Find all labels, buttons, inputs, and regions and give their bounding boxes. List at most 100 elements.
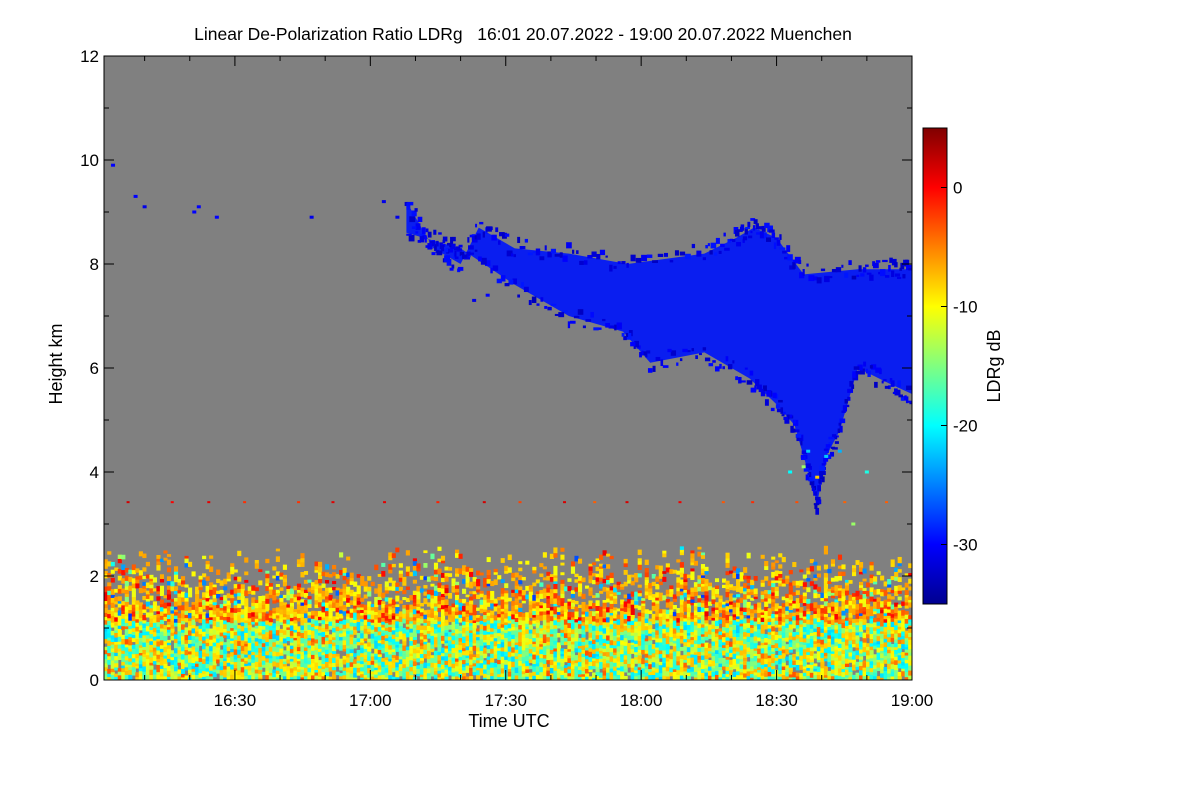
aerosol-pixel [244, 632, 249, 637]
aerosol-pixel [648, 644, 653, 651]
aerosol-pixel [191, 674, 196, 680]
aerosol-pixel [159, 590, 165, 597]
aerosol-pixel [184, 629, 189, 635]
aerosol-pixel [177, 654, 182, 659]
aerosol-pixel [479, 629, 484, 635]
aerosol-pixel [627, 672, 632, 676]
aerosol-pixel [644, 618, 649, 624]
aerosol-pixel [535, 622, 540, 628]
aerosol-pixel [757, 669, 762, 673]
aerosol-pixel [230, 627, 235, 631]
aerosol-pixel [690, 657, 695, 663]
aerosol-pixel [697, 667, 702, 672]
aerosol-pixel [335, 612, 340, 618]
aerosol-pixel [198, 601, 203, 607]
aerosol-pixel [553, 637, 558, 641]
aerosol-pixel [739, 572, 744, 577]
aerosol-pixel [209, 584, 214, 590]
aerosol-pixel [433, 633, 439, 638]
aerosol-pixel [546, 614, 551, 619]
aerosol-pixel [286, 604, 291, 608]
aerosol-pixel [714, 662, 720, 666]
aerosol-pixel [669, 671, 674, 677]
aerosol-pixel [483, 650, 488, 654]
aerosol-pixel [370, 673, 375, 677]
aerosol-pixel [493, 654, 498, 659]
aerosol-pixel [321, 671, 326, 677]
aerosol-pixel [602, 642, 607, 646]
aerosol-pixel [837, 594, 843, 599]
aerosol-pixel [205, 617, 210, 621]
aerosol-pixel [683, 625, 688, 631]
aerosol-pixel [469, 615, 474, 621]
aerosol-pixel [268, 657, 273, 664]
aerosol-pixel [465, 655, 470, 659]
aerosol-pixel [405, 649, 410, 655]
aerosol-pixel [202, 640, 207, 644]
aerosol-pixel [584, 676, 590, 680]
aerosol-pixel [244, 636, 249, 642]
aerosol-pixel [658, 676, 663, 680]
aerosol-pixel [433, 595, 439, 599]
aerosol-pixel [202, 573, 207, 578]
aerosol-pixel [599, 672, 604, 678]
aerosol-pixel [823, 648, 828, 653]
aerosol-pixel [472, 637, 477, 644]
aerosol-pixel [188, 635, 193, 640]
aerosol-pixel [275, 612, 280, 616]
aerosol-pixel [823, 677, 828, 680]
aerosol-pixel [785, 631, 790, 638]
aerosol-pixel [472, 593, 477, 600]
aerosol-pixel [549, 645, 554, 650]
aerosol-pixel [440, 659, 446, 665]
aerosol-pixel [599, 647, 604, 651]
aerosol-pixel [114, 625, 119, 631]
aerosol-pixel [124, 611, 129, 617]
aerosol-pixel [490, 580, 495, 587]
aerosol-pixel [430, 595, 435, 599]
aerosol-pixel [451, 621, 456, 625]
aerosol-pixel [651, 670, 656, 675]
aerosol-pixel [356, 604, 361, 608]
aerosol-pixel [145, 598, 150, 602]
aerosol-pixel [764, 670, 769, 674]
aerosol-pixel [837, 571, 843, 577]
aerosol-pixel [402, 663, 407, 669]
aerosol-pixel [746, 671, 751, 677]
aerosol-pixel [339, 673, 344, 677]
aerosol-pixel [707, 647, 713, 652]
aerosol-pixel [360, 576, 365, 581]
aerosol-pixel [458, 633, 463, 639]
aerosol-pixel [570, 664, 576, 669]
aerosol-pixel [289, 617, 295, 622]
aerosol-pixel [809, 603, 814, 607]
aerosol-pixel [560, 629, 565, 633]
aerosol-pixel [230, 563, 235, 567]
aerosol-pixel [553, 624, 558, 629]
aerosol-pixel [725, 648, 730, 653]
aerosol-pixel [395, 618, 400, 622]
aerosol-pixel [444, 629, 449, 633]
aerosol-pixel [592, 630, 597, 635]
aerosol-pixel [549, 612, 554, 617]
aerosol-pixel [479, 667, 484, 673]
aerosol-pixel [820, 657, 825, 662]
aerosol-pixel [426, 642, 432, 646]
aerosol-pixel [743, 583, 748, 589]
aerosol-pixel [588, 563, 593, 567]
aerosol-pixel [577, 648, 583, 653]
aerosol-pixel [233, 584, 238, 589]
aerosol-pixel [237, 640, 242, 646]
aerosol-pixel [360, 604, 365, 608]
aerosol-pixel [363, 658, 368, 663]
aerosol-pixel [676, 617, 681, 623]
aerosol-pixel [462, 666, 467, 671]
aerosol-pixel [107, 676, 112, 680]
aerosol-pixel [325, 607, 330, 612]
aerosol-pixel [476, 579, 481, 584]
aerosol-pixel [525, 633, 530, 638]
aerosol-pixel [124, 652, 129, 657]
aerosol-pixel [377, 671, 382, 676]
aerosol-pixel [837, 590, 843, 596]
